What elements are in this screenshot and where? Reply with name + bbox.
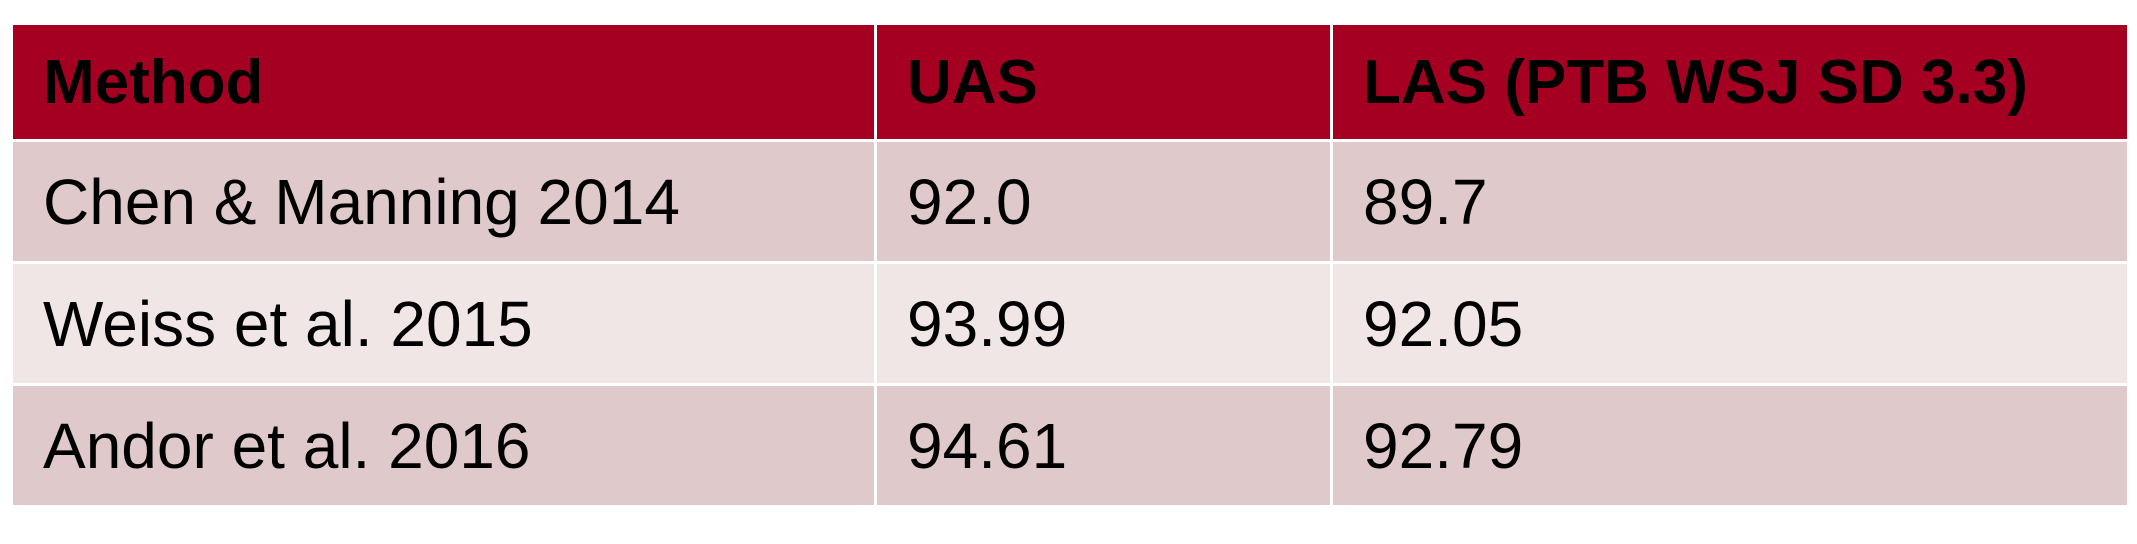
uas-cell: 93.99 — [874, 261, 1333, 386]
table-row: Weiss et al. 2015 93.99 92.05 — [10, 261, 2130, 386]
uas-cell: 94.61 — [874, 383, 1333, 508]
method-cell: Chen & Manning 2014 — [10, 139, 877, 264]
method-cell: Andor et al. 2016 — [10, 383, 877, 508]
las-cell: 92.79 — [1330, 383, 2130, 508]
table-header-row: Method UAS LAS (PTB WSJ SD 3.3) — [10, 22, 2130, 142]
column-header-method: Method — [10, 22, 877, 142]
uas-cell: 92.0 — [874, 139, 1333, 264]
table-row: Chen & Manning 2014 92.0 89.7 — [10, 139, 2130, 264]
las-cell: 92.05 — [1330, 261, 2130, 386]
method-cell: Weiss et al. 2015 — [10, 261, 877, 386]
column-header-uas: UAS — [874, 22, 1333, 142]
las-cell: 89.7 — [1330, 139, 2130, 264]
results-table: Method UAS LAS (PTB WSJ SD 3.3) Chen & M… — [10, 22, 2130, 508]
table-row: Andor et al. 2016 94.61 92.79 — [10, 383, 2130, 508]
column-header-las: LAS (PTB WSJ SD 3.3) — [1330, 22, 2130, 142]
